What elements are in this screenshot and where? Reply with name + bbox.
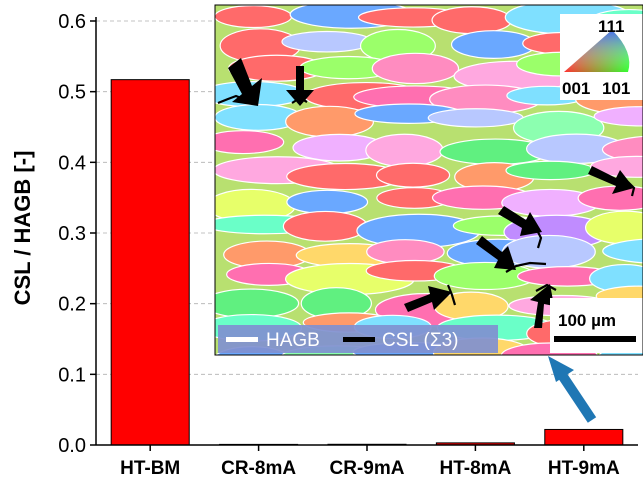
axes: [90, 17, 638, 451]
legend-csl: CSL (Σ3): [382, 330, 459, 351]
grain: [375, 162, 451, 188]
legend-hagb: HAGB: [266, 330, 320, 351]
blue-arrow: [548, 356, 597, 423]
x-tick-label: HT-9mA: [548, 458, 620, 479]
inset-legend: HAGB CSL (Σ3): [218, 325, 498, 353]
y-tick-label: 0.3: [58, 223, 86, 245]
grain: [593, 106, 643, 127]
bars: [110, 79, 624, 446]
x-tick-label: HT-8mA: [440, 458, 512, 479]
grain: [215, 130, 285, 155]
y-tick-label: 0.0: [58, 435, 86, 457]
grain: [281, 30, 373, 53]
grain: [427, 108, 524, 128]
grain: [282, 210, 368, 242]
ipf-key-001: 001: [562, 79, 590, 98]
ipf-key-111: 111: [598, 17, 625, 36]
black-arrows: [228, 58, 634, 328]
y-tick-label: 0.6: [58, 11, 86, 33]
ipf-key-101: 101: [602, 79, 630, 98]
ipf-color-key: 111 001 101: [560, 14, 643, 100]
scale-bar-label: 100 µm: [558, 311, 616, 330]
grain: [502, 234, 596, 269]
bar-ht-bm: [110, 79, 190, 446]
grain: [431, 6, 513, 35]
grain: [215, 5, 293, 29]
scale-bar: 100 µm: [550, 298, 643, 353]
csl-line-swatch: [343, 337, 375, 342]
hagb-line-swatch: [226, 337, 258, 342]
inset-border: [214, 4, 643, 356]
y-axis-title: CSL / HAGB [-]: [10, 151, 35, 306]
x-tick-labels: HT-BM CR-8mA CR-9mA HT-8mA HT-9mA: [120, 458, 620, 479]
y-tick-label: 0.4: [58, 152, 86, 174]
y-tick-labels: 0.0 0.1 0.2 0.3 0.4 0.5 0.6: [58, 11, 86, 457]
grain: [365, 133, 444, 168]
bar-ht-9ma: [544, 428, 624, 446]
ebsd-inset-map: 111 001 101 HAGB CSL (Σ3) 100 µm: [215, 5, 643, 355]
y-tick-label: 0.2: [58, 294, 86, 316]
x-tick-label: CR-9mA: [330, 458, 405, 479]
grain: [602, 238, 643, 264]
grain: [215, 288, 300, 319]
y-tick-label: 0.5: [58, 82, 86, 104]
grain: [286, 189, 369, 215]
x-tick-label: CR-8mA: [221, 458, 296, 479]
x-tick-label: HT-BM: [120, 458, 180, 479]
grain: [505, 160, 596, 181]
y-tick-label: 0.1: [58, 364, 86, 386]
grain: [371, 52, 460, 85]
